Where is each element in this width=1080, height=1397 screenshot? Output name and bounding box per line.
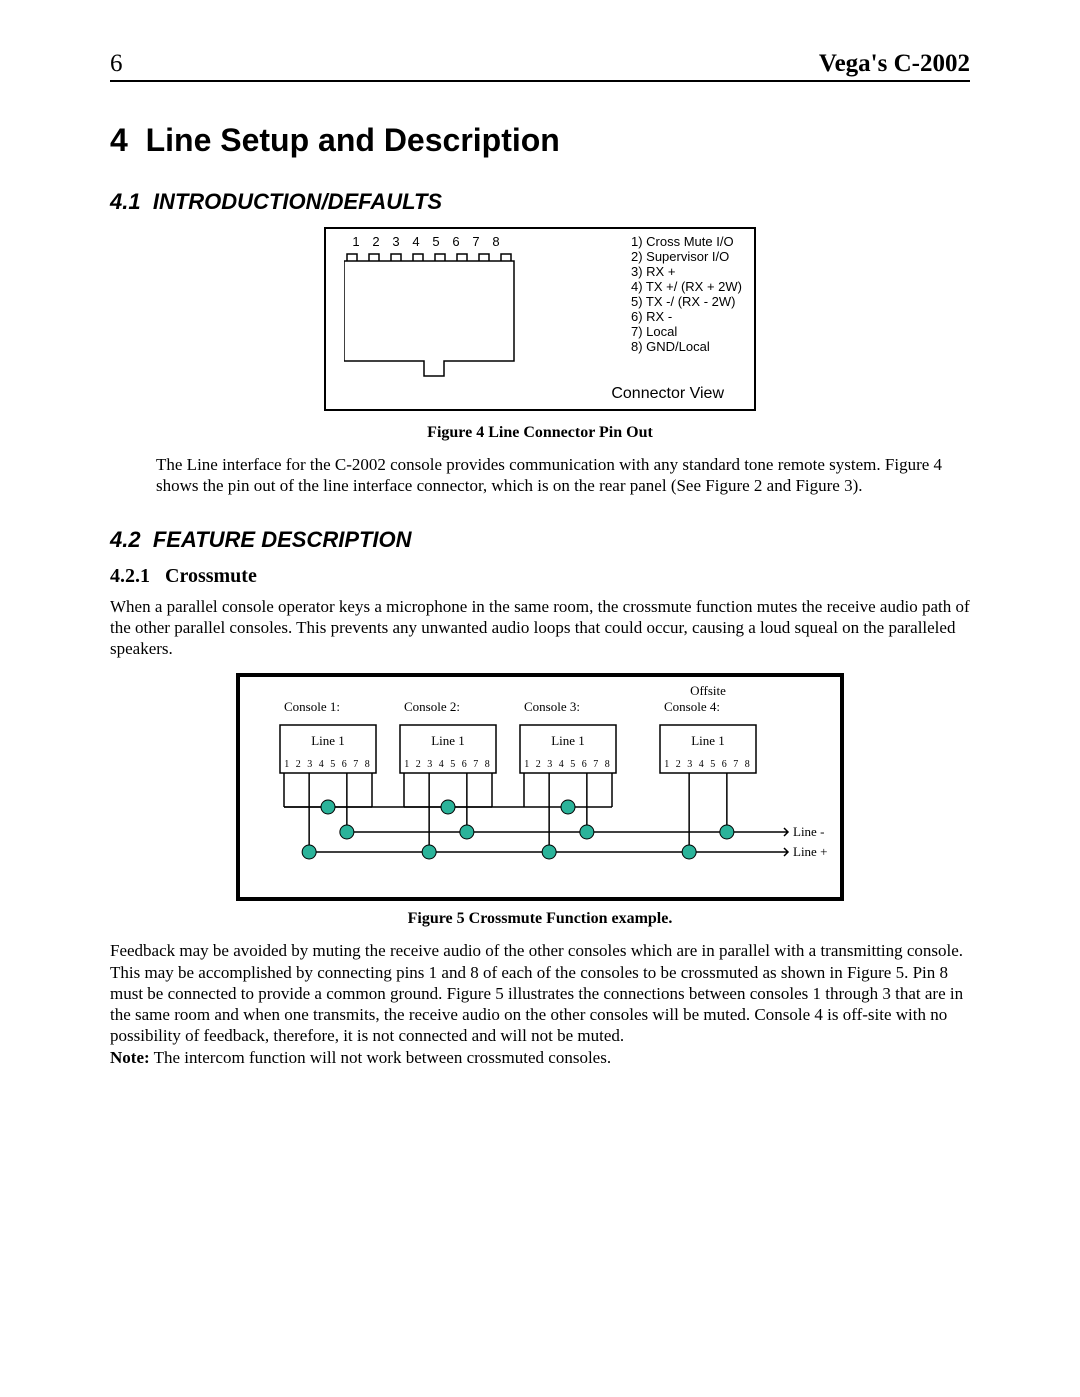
legend-item: 2) Supervisor I/O [631,250,742,265]
pin-label: 4 [406,234,426,249]
subsection-title: FEATURE DESCRIPTION [153,527,412,552]
svg-text:Line +: Line + [793,844,827,859]
subsection-num: 4.1 [110,189,141,214]
crossmute-paragraph-1: When a parallel console operator keys a … [110,596,970,660]
connector-view-label: Connector View [611,385,724,403]
svg-text:1 2 3 4 5 6 7 8: 1 2 3 4 5 6 7 8 [524,759,612,770]
pin-label: 3 [386,234,406,249]
fig4-pin-numbers: 12345678 [346,233,506,251]
subsection-4-1-heading: 4.1 INTRODUCTION/DEFAULTS [110,189,970,215]
svg-text:Line -: Line - [793,824,824,839]
note-text: The intercom function will not work betw… [150,1048,611,1067]
section-title: Line Setup and Description [146,122,560,158]
subsection-4-2-heading: 4.2 FEATURE DESCRIPTION [110,527,970,553]
pin-label: 5 [426,234,446,249]
svg-text:Console 4:: Console 4: [664,699,720,714]
svg-text:Line 1: Line 1 [691,733,725,748]
legend-item: 7) Local [631,325,742,340]
crossmute-diagram-icon: Offsite Line - Line + Console 1: Line 1 1 2 3… [240,677,840,897]
legend-item: 1) Cross Mute I/O [631,235,742,250]
svg-text:Console 1:: Console 1: [284,699,340,714]
subsection-title: INTRODUCTION/DEFAULTS [153,189,442,214]
subsub-num: 4.2.1 [110,565,150,587]
connector-outline-icon [344,251,529,381]
legend-item: 8) GND/Local [631,340,742,355]
subsection-num: 4.2 [110,527,141,552]
svg-text:1 2 3 4 5 6 7 8: 1 2 3 4 5 6 7 8 [404,759,492,770]
para3-body: Feedback may be avoided by muting the re… [110,941,963,1045]
svg-text:1 2 3 4 5 6 7 8: 1 2 3 4 5 6 7 8 [284,759,372,770]
figure-4-caption: Figure 4 Line Connector Pin Out [110,424,970,442]
doc-title: Vega's C-2002 [819,50,970,78]
svg-text:1 2 3 4 5 6 7 8: 1 2 3 4 5 6 7 8 [664,759,752,770]
legend-item: 5) TX -/ (RX - 2W) [631,295,742,310]
pin-label: 6 [446,234,466,249]
pin-label: 2 [366,234,386,249]
figure-5: Offsite Line - Line + Console 1: Line 1 1 2 3… [236,673,844,901]
figure-5-container: Offsite Line - Line + Console 1: Line 1 1 2 3… [110,673,970,928]
legend-item: 4) TX +/ (RX + 2W) [631,280,742,295]
section-num: 4 [110,122,128,158]
figure-4-container: 12345678 1) Cross Mute I/O 2) Supervisor… [110,227,970,442]
svg-text:Offsite: Offsite [690,683,726,698]
page-header: 6 Vega's C-2002 [110,50,970,82]
figure-4: 12345678 1) Cross Mute I/O 2) Supervisor… [324,227,756,411]
pin-label: 7 [466,234,486,249]
legend-item: 3) RX + [631,265,742,280]
pin-label: 1 [346,234,366,249]
subsub-title: Crossmute [165,565,257,587]
svg-text:Console 3:: Console 3: [524,699,580,714]
intro-paragraph: The Line interface for the C-2002 consol… [156,454,970,497]
svg-text:Line 1: Line 1 [551,733,585,748]
svg-text:Line 1: Line 1 [311,733,345,748]
legend-item: 6) RX - [631,310,742,325]
pin-label: 8 [486,234,506,249]
subsubsection-4-2-1-heading: 4.2.1 Crossmute [110,565,970,588]
figure-5-caption: Figure 5 Crossmute Function example. [110,910,970,928]
svg-text:Line 1: Line 1 [431,733,465,748]
fig4-legend: 1) Cross Mute I/O 2) Supervisor I/O 3) R… [631,235,742,355]
page-number: 6 [110,50,123,78]
svg-text:Console 2:: Console 2: [404,699,460,714]
page: 6 Vega's C-2002 4 Line Setup and Descrip… [0,0,1080,1397]
section-heading: 4 Line Setup and Description [110,122,970,159]
crossmute-paragraph-2: Feedback may be avoided by muting the re… [110,940,970,1068]
note-label: Note: [110,1048,150,1067]
